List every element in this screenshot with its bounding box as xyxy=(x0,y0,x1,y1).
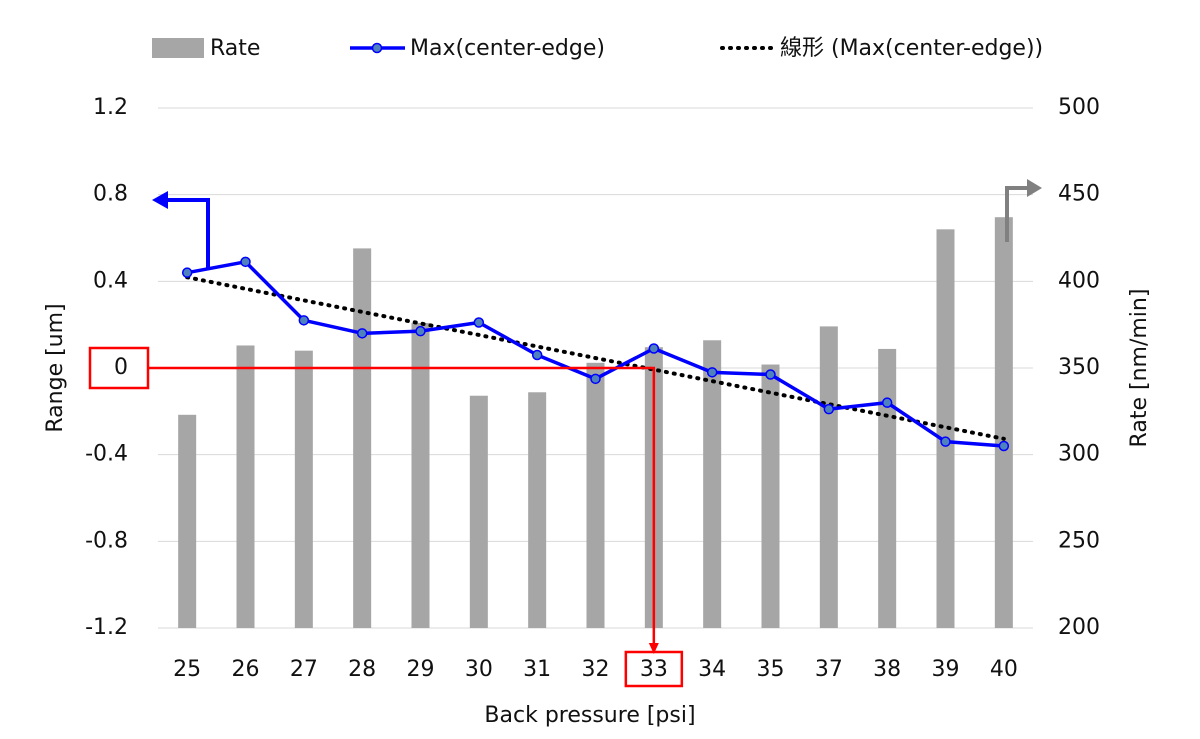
line-marker xyxy=(706,367,718,378)
x-tick-label: 39 xyxy=(932,657,960,682)
line-marker xyxy=(823,403,835,415)
x-tick-label: 31 xyxy=(523,657,551,682)
x-tick-label: 35 xyxy=(757,657,785,682)
y2-tick-label: 250 xyxy=(1058,528,1100,553)
line-marker xyxy=(181,267,193,278)
x-tick-label: 29 xyxy=(407,657,435,682)
line-marker xyxy=(415,325,426,337)
line-marker xyxy=(590,373,601,385)
line-marker xyxy=(998,440,1010,452)
x-tick-label: 32 xyxy=(582,657,610,682)
y2-tick-label: 400 xyxy=(1058,268,1100,293)
line-marker xyxy=(298,315,310,326)
y2-tick-label: 500 xyxy=(1058,95,1100,120)
x-tick-label: 27 xyxy=(290,657,318,682)
line-marker xyxy=(881,397,893,408)
line-marker xyxy=(356,328,368,339)
bar xyxy=(353,248,372,628)
bar xyxy=(703,340,722,628)
y2-tick-label: 450 xyxy=(1058,182,1100,207)
legend-label: Rate xyxy=(210,36,260,61)
bar xyxy=(936,229,955,629)
x-tick-label: 34 xyxy=(698,657,726,682)
x-tick-label: 26 xyxy=(232,657,260,682)
legend-swatch xyxy=(371,42,383,54)
axis-arrow xyxy=(1005,186,1030,242)
bar xyxy=(994,217,1013,628)
trendline xyxy=(185,275,1006,441)
line-marker xyxy=(473,317,485,328)
bar xyxy=(411,322,430,628)
axis-arrow-head xyxy=(1027,179,1042,197)
x-tick-label: 38 xyxy=(873,657,901,682)
y-tick-label: 0.4 xyxy=(93,268,128,293)
bar xyxy=(528,392,547,628)
highlight-box xyxy=(624,650,684,688)
y2-tick-label: 200 xyxy=(1058,615,1100,640)
highlight-line xyxy=(148,366,656,644)
y-tick-label: -1.2 xyxy=(85,615,128,640)
x-tick-label: 37 xyxy=(815,657,843,682)
y-axis-label: Range [um] xyxy=(43,303,68,432)
bar xyxy=(294,350,313,628)
highlight-arrow-head xyxy=(648,643,659,654)
bar xyxy=(236,345,255,628)
x-tick-label: 33 xyxy=(640,657,668,682)
y2-tick-label: 300 xyxy=(1058,442,1100,467)
axis-arrow-head xyxy=(152,191,168,209)
legend-swatch xyxy=(152,38,204,58)
bar xyxy=(469,395,488,628)
x-tick-label: 40 xyxy=(990,657,1018,682)
y-tick-label: -0.4 xyxy=(85,442,128,467)
y2-axis-label: Rate [nm/min] xyxy=(1127,289,1152,448)
y-tick-label: 1.2 xyxy=(93,95,128,120)
y-tick-label: -0.8 xyxy=(85,528,128,553)
x-tick-label: 28 xyxy=(348,657,376,682)
bar xyxy=(761,364,780,628)
axis-arrow xyxy=(165,198,210,270)
line-marker xyxy=(240,256,251,268)
bar xyxy=(878,348,897,628)
line-marker xyxy=(940,436,951,447)
x-axis-label: Back pressure [psi] xyxy=(484,703,695,728)
x-tick-label: 30 xyxy=(465,657,493,682)
legend-label: 線形 (Max(center-edge)) xyxy=(780,36,1043,61)
y2-tick-label: 350 xyxy=(1058,355,1100,380)
y-tick-label: 0.8 xyxy=(93,182,128,207)
bar xyxy=(586,362,605,628)
bar xyxy=(819,326,838,628)
line-marker xyxy=(765,369,776,380)
line-marker xyxy=(531,349,543,361)
line-marker xyxy=(648,343,660,354)
x-tick-label: 25 xyxy=(173,657,201,682)
legend-label: Max(center-edge) xyxy=(410,36,605,61)
bar xyxy=(178,414,197,628)
y-tick-label: 0 xyxy=(114,355,128,380)
